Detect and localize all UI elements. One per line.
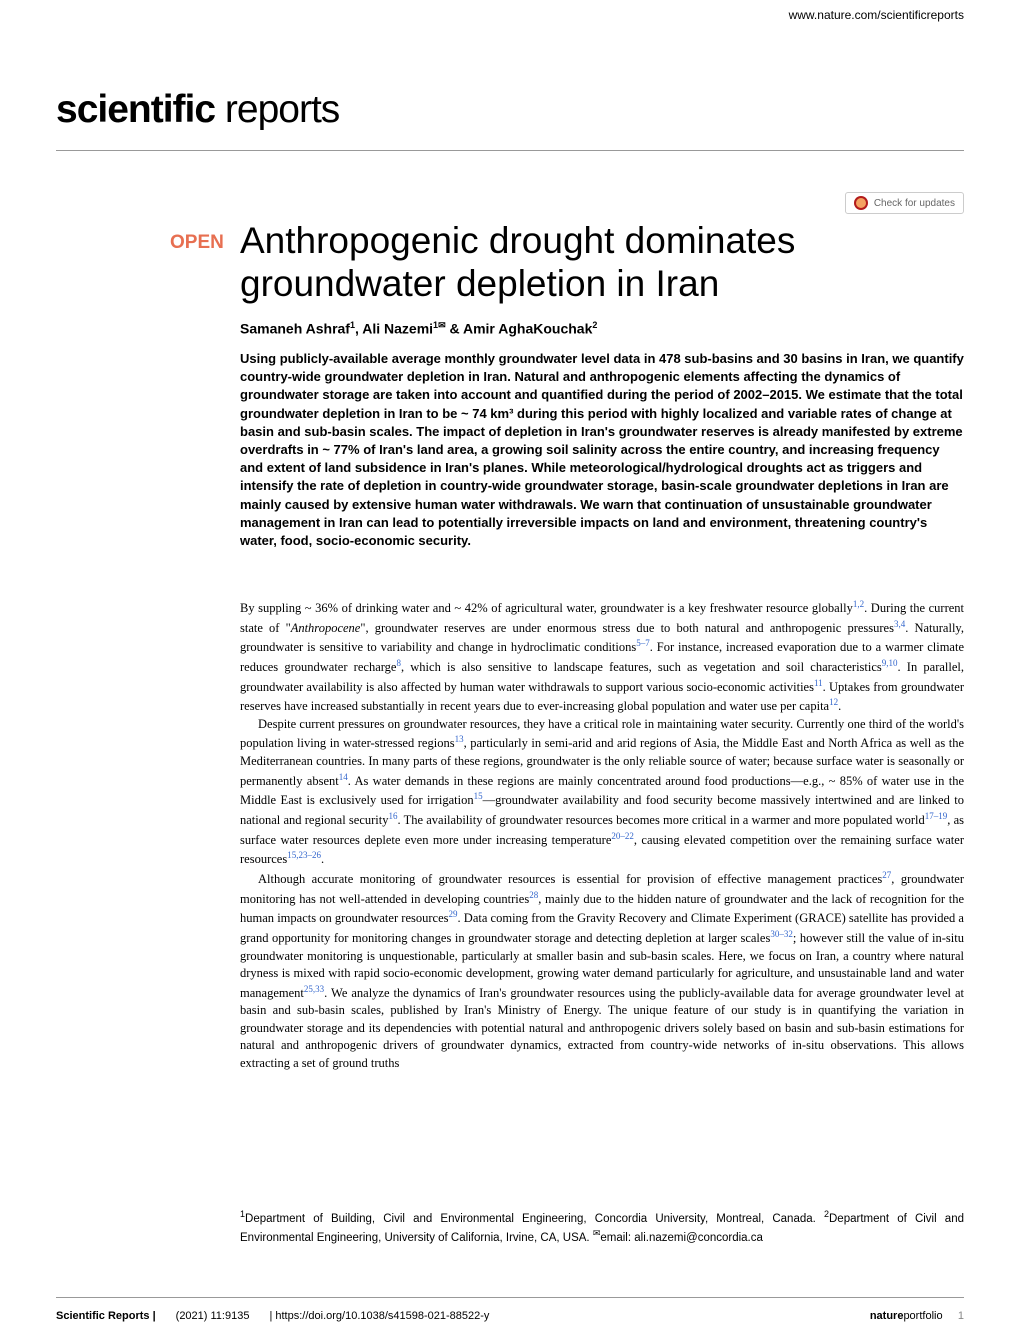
footer-citation: (2021) 11:9135 bbox=[176, 1310, 250, 1322]
check-updates-button[interactable]: Check for updates bbox=[845, 192, 964, 214]
body-text: By suppling ~ 36% of drinking water and … bbox=[240, 598, 964, 1072]
open-access-label: OPEN bbox=[170, 232, 224, 254]
page-number: 1 bbox=[958, 1310, 964, 1322]
footer-doi: | https://doi.org/10.1038/s41598-021-885… bbox=[269, 1310, 489, 1322]
paragraph-3: Although accurate monitoring of groundwa… bbox=[240, 869, 964, 1072]
footer-journal: Scientific Reports | bbox=[56, 1310, 156, 1322]
page-footer: Scientific Reports | (2021) 11:9135 | ht… bbox=[56, 1310, 964, 1322]
check-updates-label: Check for updates bbox=[874, 198, 955, 209]
journal-title: scientific reports bbox=[56, 88, 339, 132]
header-divider bbox=[56, 150, 964, 151]
abstract-text: Using publicly-available average monthly… bbox=[240, 350, 964, 550]
header-url: www.nature.com/scientificreports bbox=[789, 8, 964, 22]
affiliations: 1Department of Building, Civil and Envir… bbox=[240, 1208, 964, 1246]
check-updates-icon bbox=[854, 196, 868, 210]
footer-divider bbox=[56, 1297, 964, 1298]
authors-list: Samaneh Ashraf1, Ali Nazemi1✉ & Amir Agh… bbox=[240, 320, 964, 337]
publisher-logo: natureportfolio bbox=[870, 1310, 946, 1322]
article-title: Anthropogenic drought dominates groundwa… bbox=[240, 220, 964, 305]
paragraph-2: Despite current pressures on groundwater… bbox=[240, 716, 964, 869]
paragraph-1: By suppling ~ 36% of drinking water and … bbox=[240, 598, 964, 716]
